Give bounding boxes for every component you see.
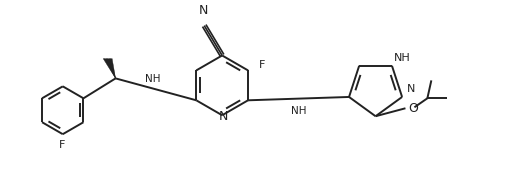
Text: NH: NH: [394, 53, 411, 63]
Text: O: O: [409, 102, 418, 115]
Text: NH: NH: [291, 106, 307, 116]
Text: F: F: [59, 140, 65, 150]
Text: F: F: [259, 61, 265, 70]
Text: N: N: [219, 110, 228, 123]
Text: NH: NH: [145, 74, 161, 84]
Text: N: N: [407, 84, 416, 94]
Polygon shape: [103, 58, 116, 78]
Text: N: N: [199, 4, 208, 17]
